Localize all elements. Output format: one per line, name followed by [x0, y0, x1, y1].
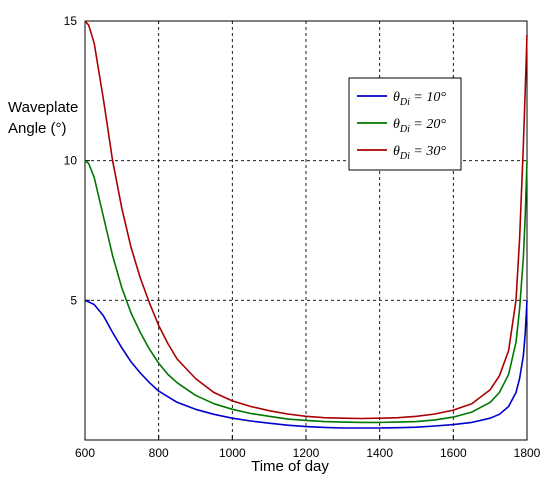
legend-label-3: θDi = 30° [393, 144, 446, 162]
x-tick-label: 1400 [366, 446, 393, 460]
y-axis-label-line-1: Waveplate [8, 99, 79, 116]
x-tick-label: 1000 [219, 446, 246, 460]
x-axis-label: Time of day [251, 458, 329, 475]
x-tick-label: 1600 [440, 446, 467, 460]
series-line-2 [84, 160, 528, 424]
x-tick-label: 1200 [293, 446, 320, 460]
x-tick-label: 600 [75, 446, 95, 460]
y-tick-label: 10 [64, 154, 78, 168]
series-line-3 [84, 20, 528, 420]
series-line-1 [84, 299, 528, 429]
legend-box [348, 77, 462, 171]
y-tick-label: 15 [64, 14, 78, 28]
x-tick-label: 1800 [514, 446, 541, 460]
legend-label-2: θDi = 20° [393, 117, 446, 135]
x-tick-label: 800 [149, 446, 169, 460]
y-axis-label-line-2: Angle (°) [8, 120, 67, 137]
y-tick-label: 5 [70, 293, 77, 307]
legend-label-1: θDi = 10° [393, 90, 446, 108]
y-axis-label: Waveplate Angle (°) [8, 97, 78, 139]
